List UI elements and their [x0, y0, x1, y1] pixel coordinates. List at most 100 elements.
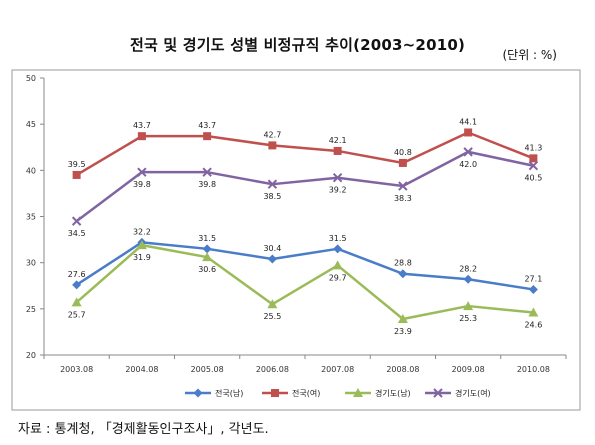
data-point	[398, 158, 407, 167]
series-group: 27.6 32.2 31.5 30.4 31.5 28.8 28.2 27.1 39.5 43.7…	[68, 117, 543, 336]
y-tick-label: 40	[26, 166, 36, 175]
data-label: 27.1	[524, 274, 542, 283]
x-tick-label: 2010.08	[517, 365, 550, 374]
series-line	[75, 150, 534, 223]
data-point	[332, 173, 343, 183]
legend-marker	[353, 388, 363, 397]
legend-label: 경기도(남)	[375, 388, 411, 398]
data-point	[137, 167, 147, 177]
data-point	[202, 244, 212, 254]
legend-item: 전국(남)	[185, 388, 243, 398]
data-label: 31.9	[133, 253, 151, 262]
data-label: 28.2	[459, 264, 477, 273]
data-point	[463, 301, 474, 311]
data-label: 38.3	[394, 194, 412, 203]
y-tick-label: 25	[26, 305, 36, 314]
data-point	[528, 284, 538, 294]
y-tick-group: 20 25 30 35 40 45 50	[26, 74, 44, 360]
data-label: 39.8	[133, 180, 151, 189]
data-point	[267, 179, 278, 189]
data-point	[72, 170, 81, 179]
data-point	[71, 297, 82, 307]
data-point	[72, 280, 82, 290]
data-label: 40.8	[394, 148, 412, 157]
data-point	[203, 132, 212, 141]
data-label: 39.5	[68, 160, 86, 169]
data-point	[267, 299, 278, 309]
data-label: 40.5	[524, 174, 542, 183]
data-label: 31.5	[198, 234, 216, 243]
data-point	[137, 132, 146, 141]
data-label: 42.7	[263, 130, 281, 139]
legend-marker	[433, 388, 443, 398]
legend-item: 전국(여)	[262, 388, 320, 398]
data-label: 25.3	[459, 314, 477, 323]
data-point	[268, 141, 277, 150]
data-point	[463, 147, 473, 157]
data-point	[398, 181, 408, 191]
x-tick-group: 2003.08 2004.08 2005.08 2006.08 2007.08 2008.…	[43, 355, 567, 374]
x-tick-label: 2009.08	[452, 365, 485, 374]
data-point	[528, 161, 539, 171]
x-tick-label: 2007.08	[321, 365, 354, 374]
data-point	[267, 254, 277, 264]
data-point	[528, 307, 539, 317]
data-point	[333, 244, 343, 254]
data-label: 29.7	[329, 273, 347, 282]
legend: 전국(남) 전국(여) 경기도(남) 경기도(여)	[185, 388, 491, 398]
data-point	[71, 216, 82, 226]
y-tick-label: 50	[26, 74, 36, 83]
data-label: 43.7	[198, 121, 216, 130]
series-3: 25.7 31.9 30.6 25.5 29.7 23.9 25.3 24.6	[68, 240, 542, 336]
data-label: 27.6	[68, 270, 86, 279]
legend-marker	[271, 389, 279, 397]
source-note: 자료 : 통계청, 「경제활동인구조사」, 각년도.	[18, 422, 269, 437]
data-point	[398, 269, 408, 279]
data-label: 41.3	[524, 143, 542, 152]
data-point	[333, 146, 342, 155]
data-label: 23.9	[394, 327, 412, 336]
data-label: 34.5	[68, 229, 86, 238]
data-label: 32.2	[133, 227, 151, 236]
legend-label: 경기도(여)	[455, 388, 491, 398]
data-label: 39.8	[198, 180, 216, 189]
legend-item: 경기도(남)	[345, 388, 411, 398]
legend-label: 전국(남)	[215, 388, 243, 398]
x-tick-label: 2004.08	[125, 365, 158, 374]
legend-item: 경기도(여)	[425, 388, 491, 398]
data-label: 25.7	[68, 310, 86, 319]
data-label: 42.0	[459, 160, 477, 169]
data-label: 42.1	[329, 136, 347, 145]
x-tick-label: 2005.08	[191, 365, 224, 374]
series-line	[75, 131, 534, 177]
series-4: 34.5 39.8 39.8 38.5 39.2 38.3 42.0 40.5	[68, 147, 542, 238]
series-line	[75, 243, 534, 321]
data-point	[332, 260, 343, 270]
y-tick-label: 20	[26, 351, 36, 360]
data-label: 38.5	[263, 192, 281, 201]
data-label: 28.8	[394, 259, 412, 268]
data-label: 24.6	[524, 321, 542, 330]
x-tick-label: 2006.08	[256, 365, 289, 374]
series-2: 39.5 43.7 43.7 42.7 42.1 40.8 44.1 41.3	[68, 117, 542, 179]
data-label: 30.4	[263, 244, 281, 253]
data-label: 44.1	[459, 117, 477, 126]
y-tick-label: 35	[26, 213, 36, 222]
chart-frame	[11, 69, 581, 411]
series-line	[75, 241, 534, 291]
data-point	[136, 240, 147, 250]
y-tick-label: 30	[26, 259, 36, 268]
data-point	[397, 313, 408, 323]
data-label: 31.5	[329, 234, 347, 243]
data-point	[202, 167, 212, 177]
chart-title: 전국 및 경기도 성별 비정규직 추이(2003~2010)	[129, 36, 466, 54]
x-tick-label: 2003.08	[60, 365, 93, 374]
unit-label: (단위 : %)	[502, 48, 557, 62]
legend-marker	[193, 388, 203, 398]
legend-label: 전국(여)	[292, 388, 320, 398]
data-label: 25.5	[263, 312, 281, 321]
data-label: 30.6	[198, 265, 216, 274]
data-label: 43.7	[133, 121, 151, 130]
x-tick-label: 2008.08	[386, 365, 419, 374]
